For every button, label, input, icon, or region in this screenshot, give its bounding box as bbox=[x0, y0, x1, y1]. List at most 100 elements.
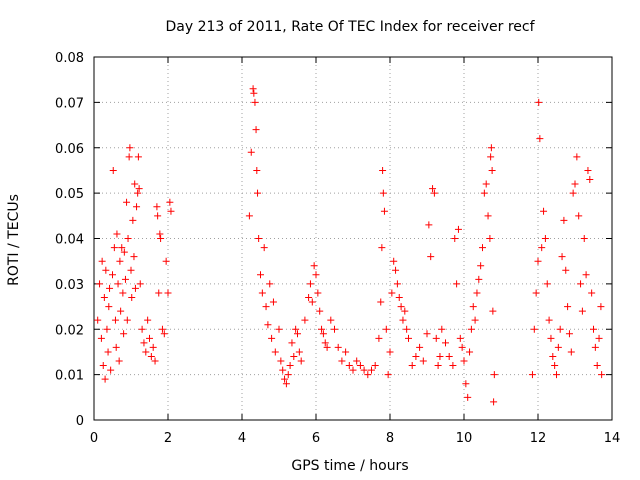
data-point bbox=[423, 330, 431, 338]
data-point bbox=[112, 343, 120, 351]
data-point bbox=[554, 343, 562, 351]
data-point bbox=[397, 303, 405, 311]
data-point bbox=[460, 357, 468, 365]
data-point bbox=[378, 244, 386, 252]
data-point bbox=[101, 375, 109, 383]
data-point bbox=[453, 280, 461, 288]
data-point bbox=[144, 316, 152, 324]
data-point bbox=[556, 325, 564, 333]
data-point bbox=[543, 280, 551, 288]
x-axis-label: GPS time / hours bbox=[291, 458, 408, 474]
data-point bbox=[252, 126, 260, 134]
data-point bbox=[438, 325, 446, 333]
data-point bbox=[100, 293, 108, 301]
y-tick-label: 0 bbox=[76, 414, 84, 429]
data-point bbox=[105, 303, 113, 311]
data-point bbox=[368, 366, 375, 374]
data-point bbox=[312, 271, 320, 279]
data-point bbox=[390, 257, 398, 265]
data-point bbox=[286, 362, 294, 370]
data-point bbox=[96, 280, 104, 288]
data-point bbox=[565, 330, 573, 338]
data-point bbox=[156, 230, 164, 238]
data-point bbox=[473, 289, 481, 297]
data-point bbox=[384, 371, 392, 379]
data-point bbox=[111, 316, 119, 324]
data-point bbox=[155, 289, 163, 297]
data-point bbox=[371, 362, 379, 370]
data-point bbox=[281, 375, 289, 383]
data-point bbox=[386, 348, 394, 356]
data-point bbox=[264, 321, 272, 329]
data-point bbox=[121, 275, 129, 283]
data-point bbox=[560, 216, 568, 224]
data-point bbox=[269, 298, 277, 306]
data-point bbox=[486, 235, 494, 242]
data-point bbox=[131, 284, 139, 292]
data-point bbox=[306, 280, 314, 288]
data-point bbox=[588, 289, 596, 297]
data-point bbox=[166, 198, 174, 206]
data-point bbox=[290, 352, 298, 360]
data-point bbox=[582, 271, 590, 279]
data-point bbox=[567, 348, 575, 356]
data-point bbox=[430, 189, 438, 197]
data-point bbox=[297, 357, 305, 365]
data-point bbox=[434, 362, 442, 370]
data-point bbox=[131, 180, 139, 188]
data-point bbox=[149, 343, 157, 351]
data-point bbox=[488, 166, 496, 174]
data-point bbox=[388, 289, 396, 297]
data-point bbox=[115, 357, 123, 365]
data-point bbox=[247, 148, 255, 156]
data-point bbox=[245, 212, 253, 220]
chart-title: Day 213 of 2011, Rate Of TEC Index for r… bbox=[165, 19, 535, 35]
data-point bbox=[571, 180, 579, 188]
data-point bbox=[331, 325, 338, 333]
data-point bbox=[106, 284, 114, 292]
data-point bbox=[167, 207, 175, 215]
data-point bbox=[251, 98, 259, 106]
data-point bbox=[129, 216, 137, 224]
data-point bbox=[319, 330, 327, 338]
data-point bbox=[120, 248, 128, 256]
data-point bbox=[487, 153, 495, 161]
data-point bbox=[323, 343, 331, 351]
data-point bbox=[162, 257, 170, 265]
data-point bbox=[403, 325, 411, 333]
x-tick-label: 4 bbox=[238, 431, 246, 446]
data-point bbox=[528, 371, 536, 379]
data-point bbox=[451, 235, 459, 242]
data-point bbox=[151, 357, 159, 365]
data-point bbox=[541, 235, 549, 242]
data-point bbox=[382, 325, 390, 333]
y-tick-label: 0.03 bbox=[55, 278, 84, 293]
data-point bbox=[127, 266, 135, 274]
y-tick-label: 0.02 bbox=[55, 323, 84, 338]
data-point bbox=[345, 362, 353, 370]
x-tick-label: 2 bbox=[164, 431, 172, 446]
data-point bbox=[282, 380, 290, 388]
y-tick-label: 0.01 bbox=[55, 369, 84, 384]
y-tick-label: 0.05 bbox=[55, 187, 84, 202]
x-tick-label: 10 bbox=[456, 431, 473, 446]
data-point bbox=[416, 343, 424, 351]
data-point bbox=[464, 393, 472, 401]
y-axis-label: ROTI / TECUs bbox=[6, 194, 22, 286]
data-point bbox=[257, 271, 264, 279]
data-point bbox=[575, 212, 583, 220]
data-point bbox=[580, 235, 588, 242]
data-point bbox=[534, 257, 542, 265]
x-tick-label: 0 bbox=[90, 431, 98, 446]
data-point bbox=[118, 244, 126, 252]
data-point bbox=[569, 189, 577, 197]
x-tick-label: 8 bbox=[386, 431, 394, 446]
data-point bbox=[249, 85, 257, 93]
data-point bbox=[268, 334, 276, 342]
data-point bbox=[113, 230, 121, 238]
data-point bbox=[140, 339, 148, 347]
data-point bbox=[275, 325, 283, 333]
data-point bbox=[598, 371, 606, 379]
data-point bbox=[399, 316, 407, 324]
data-point bbox=[469, 303, 477, 311]
